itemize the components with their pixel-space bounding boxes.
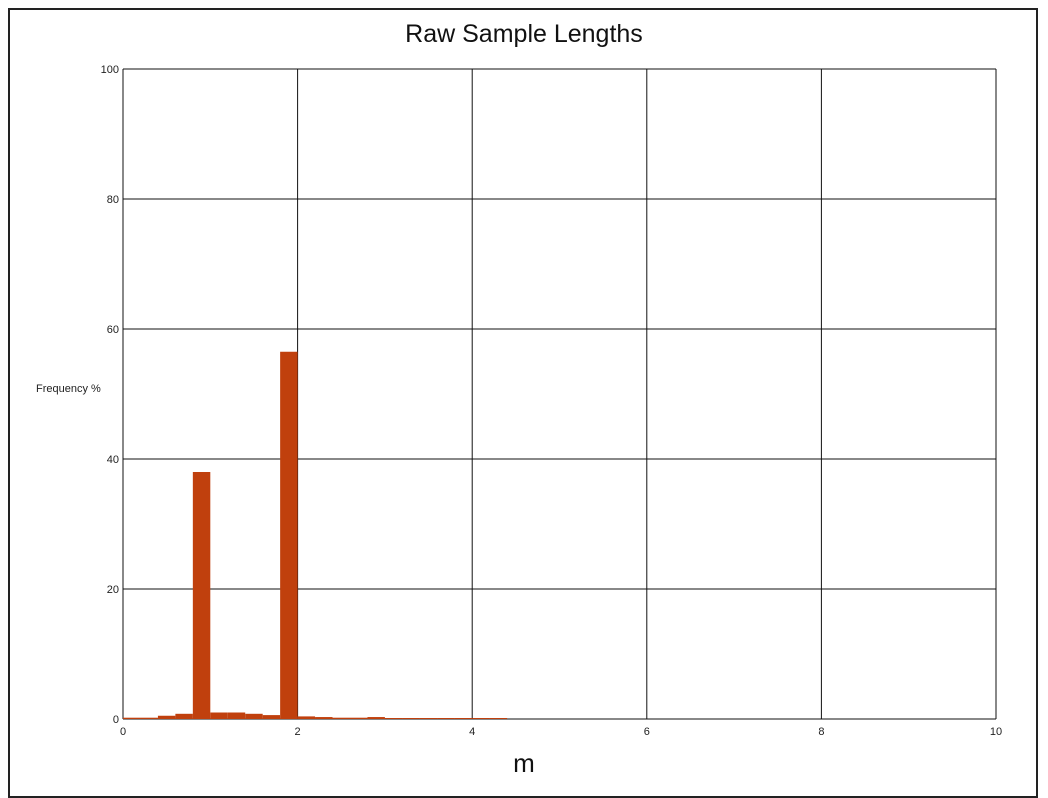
bars	[123, 351, 508, 719]
y-tick-label: 0	[113, 714, 119, 726]
y-axis-label: Frequency %	[36, 383, 101, 395]
histogram-bar	[419, 718, 438, 719]
histogram-bar	[280, 351, 298, 719]
histogram-bar	[315, 717, 333, 719]
y-tick-label: 60	[107, 324, 119, 336]
histogram-bar	[402, 718, 420, 719]
histogram-bar	[140, 717, 158, 719]
y-tick-label: 40	[107, 454, 119, 466]
x-axis-label: m	[513, 748, 535, 778]
histogram-bar	[192, 472, 211, 719]
x-tick-label: 0	[120, 726, 126, 738]
x-tick-label: 2	[295, 726, 301, 738]
x-tick-label: 6	[644, 726, 650, 738]
histogram-bar	[175, 713, 193, 719]
y-tick-label: 80	[107, 194, 119, 206]
histogram-bar	[227, 712, 246, 719]
y-tick-label: 20	[107, 584, 119, 596]
histogram-bar	[437, 718, 455, 719]
histogram-bar	[489, 718, 508, 719]
histogram-bar	[297, 716, 316, 719]
chart-frame	[8, 8, 1038, 798]
histogram-bar	[245, 713, 263, 719]
histogram-bar	[472, 718, 490, 719]
chart-title: Raw Sample Lengths	[405, 20, 643, 48]
histogram-bar	[210, 712, 228, 719]
y-tick-label: 100	[101, 64, 119, 76]
histogram-bar	[349, 717, 368, 719]
histogram-bar	[332, 717, 350, 719]
x-tick-label: 10	[990, 726, 1002, 738]
histogram-bar	[454, 718, 473, 719]
histogram-bar	[262, 715, 281, 719]
x-tick-label: 8	[818, 726, 824, 738]
x-tick-label: 4	[469, 726, 475, 738]
histogram-bar	[123, 717, 141, 719]
grid	[122, 68, 997, 720]
histogram-bar	[157, 715, 176, 719]
histogram-bar	[367, 717, 385, 719]
histogram-bar	[384, 718, 403, 719]
